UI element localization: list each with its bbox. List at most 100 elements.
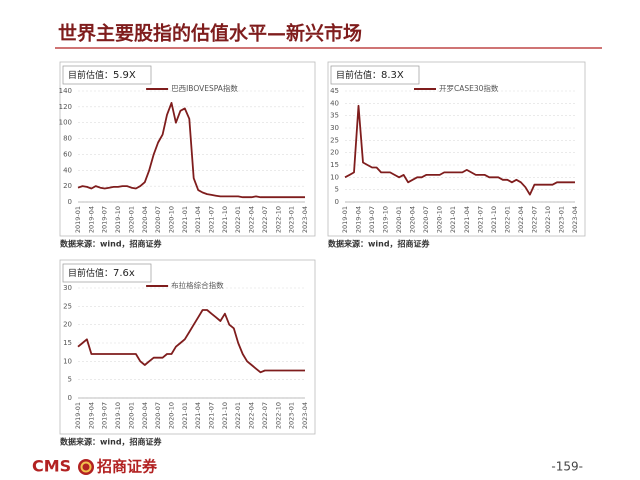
annotation-label: 目前估值： — [336, 69, 381, 81]
y-tick-label: 5 — [68, 376, 72, 384]
series-line — [344, 104, 575, 196]
y-tick-label: 40 — [63, 166, 72, 174]
x-tick-label: 2022-01 — [503, 206, 511, 233]
y-tick-label: 0 — [68, 198, 72, 206]
x-tick-label: 2020-10 — [436, 206, 444, 233]
legend-label: 布拉格综合指数 — [171, 280, 224, 290]
x-tick-label: 2023-01 — [288, 402, 296, 429]
x-tick-label: 2019-01 — [74, 206, 82, 233]
y-tick-label: 20 — [63, 321, 72, 329]
annotation-value: 7.6x — [113, 268, 135, 279]
x-tick-label: 2023-04 — [301, 206, 309, 233]
x-tick-label: 2021-10 — [221, 402, 229, 429]
x-tick-label: 2020-01 — [127, 402, 135, 429]
x-tick-label: 2022-01 — [234, 206, 242, 233]
x-tick-label: 2020-07 — [422, 206, 430, 233]
x-tick-label: 2020-07 — [154, 402, 162, 429]
y-tick-label: 20 — [63, 182, 72, 190]
series-line — [77, 309, 305, 374]
y-tick-label: 20 — [330, 149, 339, 157]
annotation-box — [330, 65, 420, 85]
x-tick-label: 2021-04 — [194, 402, 202, 429]
panel-frame — [59, 259, 316, 435]
x-tick-label: 2022-07 — [261, 206, 269, 233]
x-tick-label: 2020-04 — [141, 206, 149, 233]
x-tick-label: 2022-10 — [274, 206, 282, 233]
x-tick-label: 2022-04 — [248, 402, 256, 429]
x-tick-label: 2021-04 — [194, 206, 202, 233]
annotation-box — [62, 263, 152, 283]
x-tick-label: 2021-01 — [181, 402, 189, 429]
y-tick-label: 10 — [330, 173, 339, 181]
y-tick-label: 30 — [330, 124, 339, 132]
y-tick-label: 60 — [63, 150, 72, 158]
y-tick-label: 45 — [330, 87, 339, 95]
panel-frame — [59, 61, 316, 237]
annotation-value: 8.3X — [381, 70, 404, 81]
y-tick-label: 0 — [335, 198, 339, 206]
x-tick-label: 2021-01 — [181, 206, 189, 233]
x-tick-label: 2019-10 — [114, 206, 122, 233]
x-tick-label: 2019-10 — [382, 206, 390, 233]
x-tick-label: 2021-04 — [463, 206, 471, 233]
x-tick-label: 2023-01 — [288, 206, 296, 233]
source-note: 数据来源：wind，招商证券 — [328, 239, 431, 249]
x-tick-label: 2022-07 — [530, 206, 538, 233]
x-tick-label: 2020-01 — [127, 206, 135, 233]
annotation: 目前估值：5.9X — [68, 69, 136, 82]
x-tick-label: 2023-01 — [557, 206, 565, 233]
x-tick-label: 2021-01 — [449, 206, 457, 233]
annotation-value: 5.9X — [113, 70, 136, 81]
x-tick-label: 2021-10 — [221, 206, 229, 233]
x-tick-label: 2023-04 — [571, 206, 579, 233]
x-tick-label: 2019-01 — [74, 402, 82, 429]
annotation: 目前估值：8.3X — [336, 69, 404, 82]
annotation-label: 目前估值： — [68, 267, 113, 279]
source-note: 数据来源：wind，招商证券 — [60, 437, 163, 447]
annotation: 目前估值：7.6x — [68, 267, 135, 280]
x-tick-label: 2021-07 — [476, 206, 484, 233]
x-tick-label: 2022-10 — [274, 402, 282, 429]
annotation-label: 目前估值： — [68, 69, 113, 81]
legend-label: 开罗CASE30指数 — [439, 83, 499, 93]
x-tick-label: 2020-04 — [409, 206, 417, 233]
y-tick-label: 140 — [59, 87, 72, 95]
y-tick-label: 25 — [330, 136, 339, 144]
x-tick-label: 2019-01 — [341, 206, 349, 233]
y-tick-label: 40 — [330, 99, 339, 107]
x-tick-label: 2019-04 — [87, 402, 95, 429]
y-tick-label: 80 — [63, 135, 72, 143]
logo-name: 招商证券 — [97, 458, 158, 476]
x-tick-label: 2020-04 — [141, 402, 149, 429]
x-tick-label: 2023-04 — [301, 402, 309, 429]
x-tick-label: 2019-07 — [101, 402, 109, 429]
y-tick-label: 30 — [63, 284, 72, 292]
x-tick-label: 2020-10 — [167, 402, 175, 429]
source-note: 数据来源：wind，招商证券 — [60, 239, 163, 249]
y-tick-label: 10 — [63, 357, 72, 365]
x-tick-label: 2022-01 — [234, 402, 242, 429]
legend-label: 巴西IBOVESPA指数 — [171, 83, 238, 93]
x-tick-label: 2020-01 — [395, 206, 403, 233]
x-tick-label: 2019-10 — [114, 402, 122, 429]
x-tick-label: 2022-07 — [261, 402, 269, 429]
logo-icon — [78, 459, 94, 475]
x-tick-label: 2019-07 — [368, 206, 376, 233]
y-tick-label: 5 — [335, 186, 339, 194]
logo-icon-inner — [80, 461, 92, 473]
x-tick-label: 2022-10 — [544, 206, 552, 233]
series-line — [77, 102, 305, 199]
y-tick-label: 0 — [68, 394, 72, 402]
x-tick-label: 2021-10 — [490, 206, 498, 233]
panel-frame — [327, 61, 586, 237]
x-tick-label: 2021-07 — [208, 206, 216, 233]
x-tick-label: 2019-07 — [101, 206, 109, 233]
y-tick-label: 15 — [330, 161, 339, 169]
page-number: -159- — [551, 460, 583, 474]
y-tick-label: 15 — [63, 339, 72, 347]
logo-text: CMS — [32, 457, 71, 476]
x-tick-label: 2019-04 — [355, 206, 363, 233]
x-tick-label: 2019-04 — [87, 206, 95, 233]
x-tick-label: 2022-04 — [517, 206, 525, 233]
